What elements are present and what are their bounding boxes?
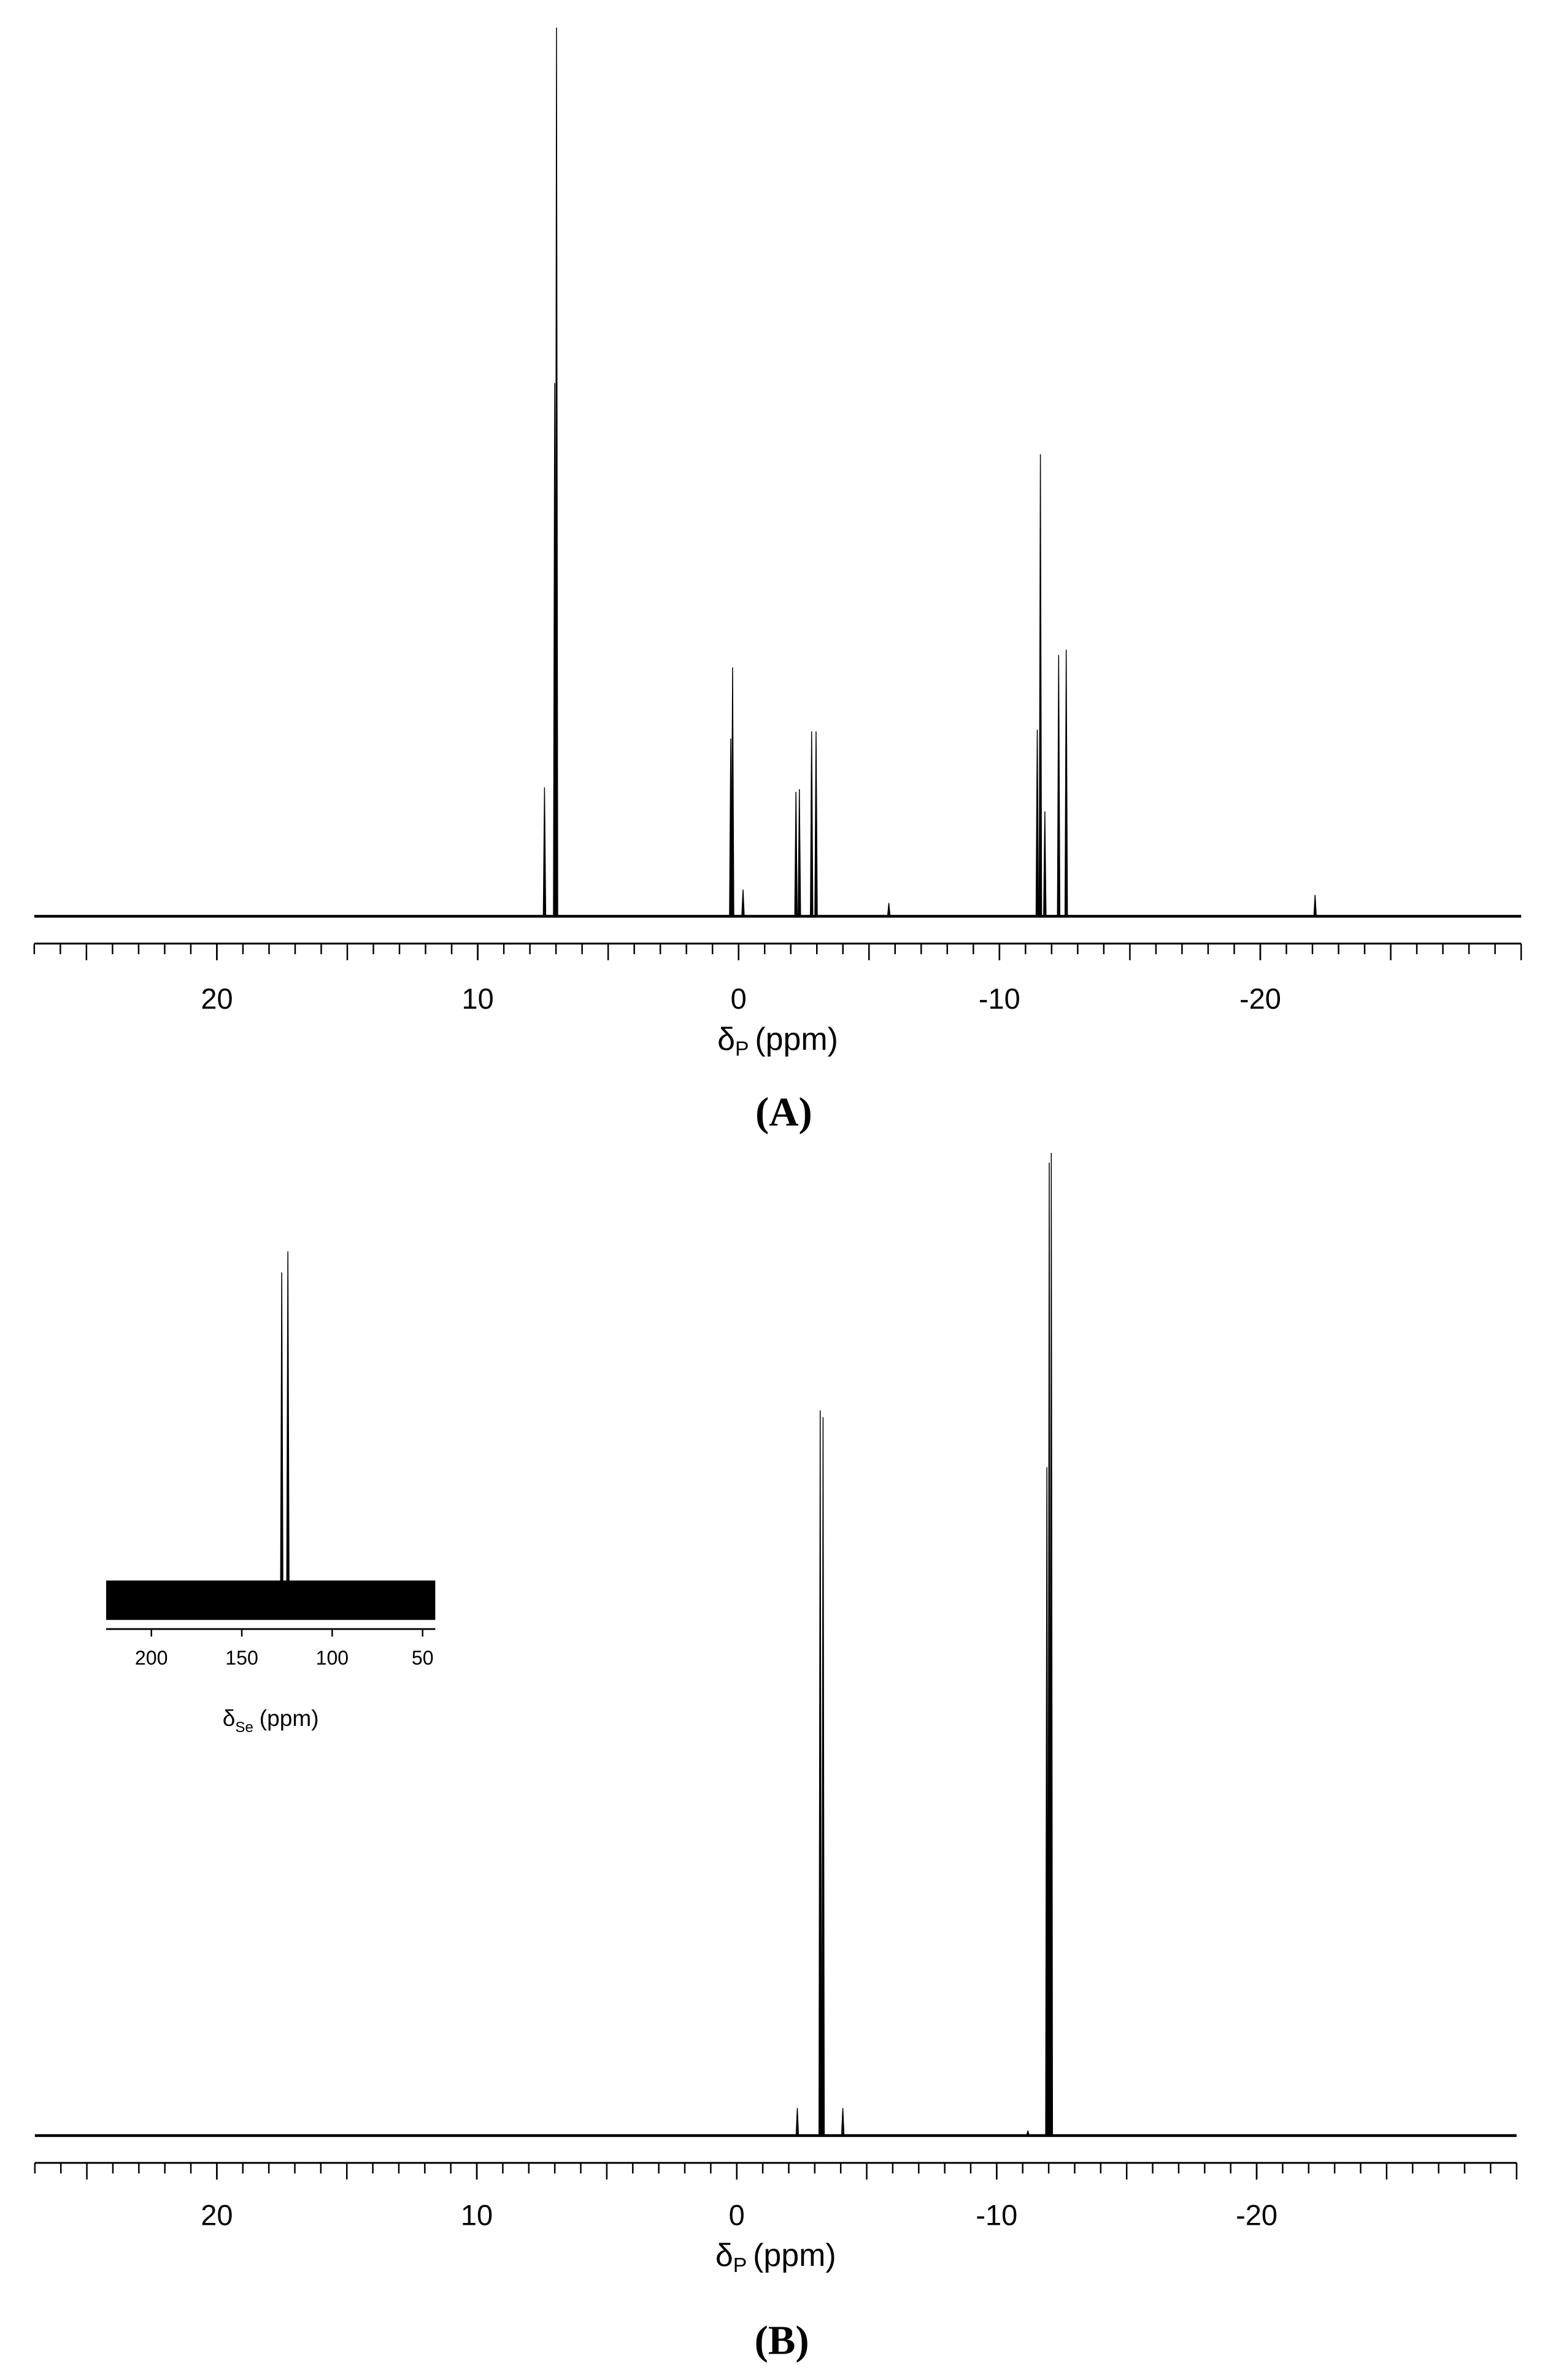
panel-caption: (B) <box>755 2319 809 2363</box>
x-tick-label: 20 <box>201 982 233 1015</box>
x-tick-label: 100 <box>316 1647 349 1669</box>
peak <box>286 1251 290 1601</box>
peak <box>794 791 798 917</box>
x-tick-label: 20 <box>201 2198 233 2231</box>
x-axis-label: δP (ppm) <box>715 2237 836 2277</box>
peak <box>1026 2130 1030 2136</box>
x-tick-label: 0 <box>729 2198 745 2231</box>
x-axis-label: δP (ppm) <box>717 1021 838 1061</box>
peak <box>814 731 818 917</box>
panel-caption: (A) <box>755 1090 812 1134</box>
axis-symbol: δ <box>715 2237 733 2273</box>
axis-subscript: P <box>733 2254 747 2277</box>
x-tick-label: 10 <box>461 2198 493 2231</box>
axis-unit: (ppm) <box>755 1021 838 1057</box>
x-tick-label: -20 <box>1236 2198 1277 2231</box>
peak <box>280 1272 283 1601</box>
peak <box>795 2108 800 2136</box>
x-tick-label: -10 <box>976 2198 1017 2231</box>
peak <box>810 731 814 917</box>
axis-symbol: δ <box>717 1021 735 1057</box>
peak <box>1313 895 1317 917</box>
peak <box>731 667 734 917</box>
peak <box>1064 649 1068 917</box>
x-axis-label: δSe (ppm) <box>223 1705 319 1736</box>
peak <box>1047 1162 1051 2136</box>
x-tick-label: 150 <box>225 1647 258 1669</box>
peak <box>841 2108 845 2136</box>
axis-unit: (ppm) <box>753 2237 836 2273</box>
axis-subscript: Se <box>235 1719 253 1736</box>
peak <box>1057 655 1061 917</box>
peak <box>818 1410 822 2136</box>
peak <box>1045 1467 1049 2136</box>
peak <box>542 787 547 917</box>
peak <box>555 27 558 917</box>
peak <box>1035 730 1039 917</box>
peak <box>887 903 891 917</box>
peak <box>1049 1152 1054 2136</box>
peak <box>741 889 745 917</box>
axis-subscript: P <box>735 1038 749 1061</box>
peak <box>798 789 801 917</box>
peak <box>1038 454 1042 917</box>
x-tick-label: 200 <box>135 1647 168 1669</box>
x-tick-label: 0 <box>731 982 747 1015</box>
x-tick-label: 50 <box>412 1647 434 1669</box>
peak <box>821 1417 825 2136</box>
x-tick-label: -10 <box>979 982 1020 1015</box>
x-tick-label: -20 <box>1239 982 1281 1015</box>
axis-unit: (ppm) <box>260 1705 319 1731</box>
axis-symbol: δ <box>223 1705 236 1731</box>
peak <box>1043 811 1047 917</box>
noise-band <box>106 1580 436 1620</box>
x-tick-label: 10 <box>461 982 493 1015</box>
